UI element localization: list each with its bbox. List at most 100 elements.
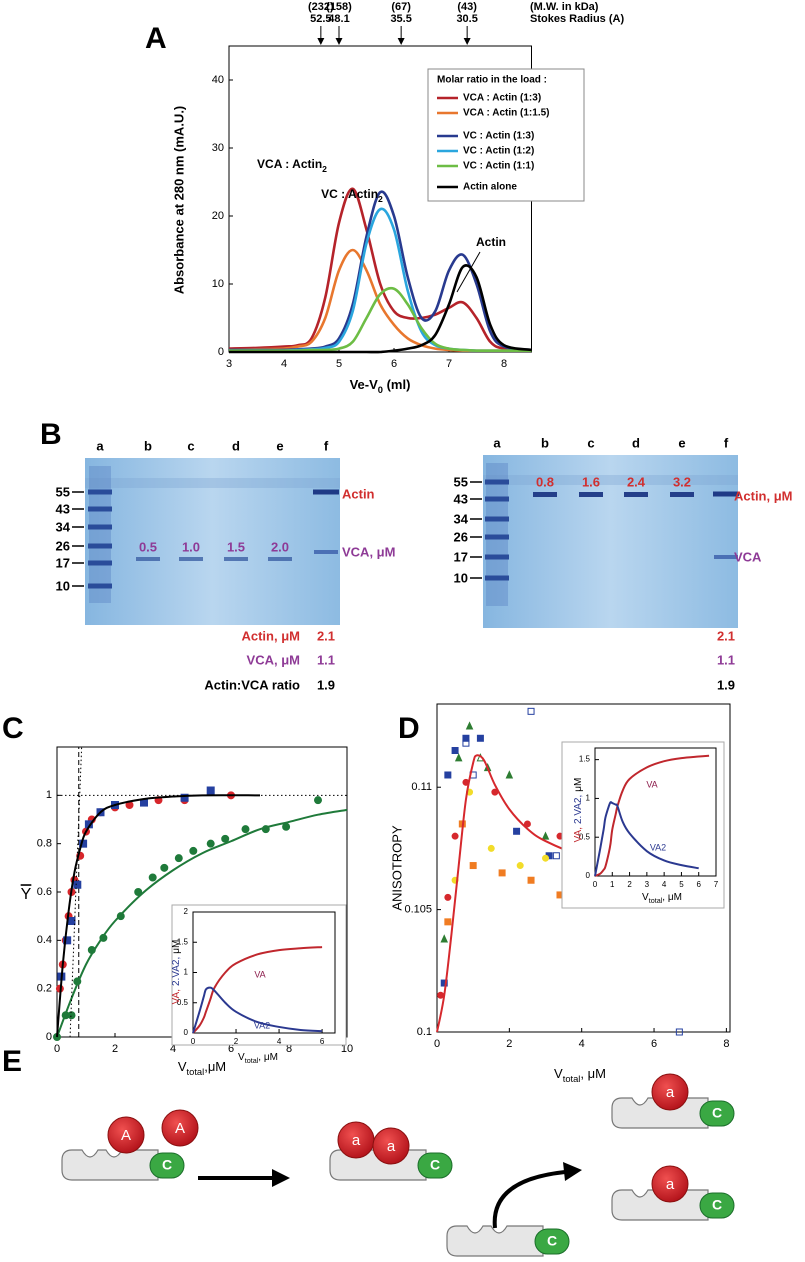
- point: [444, 771, 452, 779]
- panel-label: E: [2, 1045, 22, 1078]
- top-tick-head: [335, 38, 343, 45]
- x-tick-label: 2: [506, 1038, 512, 1050]
- point: [67, 917, 76, 925]
- band: [713, 491, 739, 497]
- point: [440, 979, 448, 987]
- ladder-band: [88, 560, 112, 566]
- series-line: [228, 187, 532, 352]
- series-line: [229, 286, 532, 352]
- x-axis-label-part: Ve-V: [350, 377, 379, 392]
- arrow: [492, 1170, 566, 1229]
- x-axis-label-part: (ml): [383, 377, 410, 392]
- annotation-part: VC : Actin: [321, 187, 378, 201]
- point: [675, 1028, 683, 1036]
- top-tick-head: [397, 38, 405, 45]
- annotation: VC : Actin2: [321, 187, 383, 204]
- point: [462, 739, 470, 747]
- x-tick-label: 0: [54, 1043, 60, 1055]
- annotation-part: VCA : Actin: [257, 157, 322, 171]
- annotation: VCA : Actin2: [257, 157, 327, 174]
- point: [487, 844, 495, 852]
- x-axis-label-part: total: [649, 896, 663, 905]
- point: [527, 876, 535, 884]
- y-tick-label: 10: [212, 278, 224, 290]
- ladder-band: [485, 554, 509, 560]
- y-tick-label: 0.6: [37, 886, 52, 898]
- band: [670, 492, 694, 497]
- concentration-label: 0.5: [139, 539, 157, 554]
- y-tick-label: 1.5: [579, 755, 591, 764]
- band: [313, 489, 339, 495]
- lane-label: f: [324, 438, 329, 453]
- series-line: [56, 808, 348, 1038]
- lane-label: e: [678, 435, 685, 450]
- x-tick-label: 4: [281, 358, 287, 370]
- point: [513, 827, 521, 835]
- point: [174, 854, 183, 863]
- plot-frame: [594, 747, 717, 877]
- top-tick-label: (67): [391, 1, 411, 13]
- actin: [651, 1165, 689, 1203]
- x-axis-label-part: 0: [378, 385, 383, 395]
- lane-label: a: [493, 435, 501, 450]
- x-tick-label: 0: [191, 1037, 196, 1046]
- point: [241, 825, 250, 834]
- x-axis-label: Vtotal, μM: [238, 1052, 278, 1066]
- x-axis-label-part: total: [187, 1067, 205, 1077]
- annotation-pointer: [456, 251, 481, 293]
- legend-label: VCA : Actin (1:1.5): [463, 108, 550, 119]
- arrow-head: [563, 1162, 582, 1181]
- band: [314, 550, 338, 554]
- x-tick-label: 2: [112, 1043, 118, 1055]
- legend-label: VC : Actin (1:3): [463, 131, 534, 142]
- ladder-band: [485, 516, 509, 522]
- band: [714, 555, 738, 559]
- ladder-label: 17: [454, 549, 468, 564]
- y-tick-label: 0.4: [37, 934, 52, 946]
- point: [206, 839, 215, 848]
- point: [282, 822, 291, 831]
- series-line: [228, 190, 532, 352]
- x-tick-label: 2: [234, 1037, 239, 1046]
- gel: [85, 458, 340, 625]
- x-tick-label: 2: [627, 880, 632, 889]
- series-line: [192, 946, 323, 1034]
- x-tick-label: 6: [651, 1038, 657, 1050]
- summary-value: 1.9: [317, 677, 335, 692]
- band-label: VCA, μM: [342, 544, 395, 559]
- y-axis-label: ANISOTROPY: [389, 825, 404, 911]
- y-tick-label: 0: [46, 1031, 52, 1043]
- y-tick-label: 0.5: [579, 832, 591, 841]
- y-tick-label: 0.5: [177, 998, 189, 1007]
- cap-label: C: [430, 1157, 440, 1173]
- ladder-band: [485, 534, 509, 540]
- x-axis-label-part: ,μM: [204, 1059, 226, 1074]
- gel-well-row: [483, 475, 738, 485]
- annotation: VA: [646, 779, 657, 789]
- band-label: VCA: [734, 549, 762, 564]
- y-axis-label: Absorbance at 280 nm (mA.U.): [171, 106, 186, 295]
- ladder-label: 34: [56, 519, 71, 534]
- ladder-band: [485, 575, 509, 581]
- x-tick-label: 6: [228, 1043, 234, 1055]
- concentration-label: 2.4: [627, 474, 646, 489]
- y-axis-label-part: 2.VA2,: [573, 795, 584, 824]
- y-axis-label-part: VA,: [573, 827, 584, 842]
- y-tick-label: 20: [212, 210, 224, 222]
- annotation: VA2: [650, 842, 666, 852]
- x-tick-label: 6: [696, 880, 701, 889]
- point: [440, 934, 449, 943]
- top-tick-label: 48.1: [328, 13, 349, 25]
- cap-label: C: [712, 1105, 722, 1121]
- x-axis-label-part: V: [178, 1059, 187, 1074]
- point: [542, 854, 550, 862]
- panel-label: C: [2, 712, 24, 745]
- y-axis-label: Y: [21, 886, 32, 903]
- actin: [372, 1127, 410, 1165]
- actin-label: a: [352, 1132, 361, 1149]
- panel-label: A: [145, 22, 167, 55]
- x-tick-label: 7: [714, 880, 719, 889]
- ladder-label: 55: [454, 474, 468, 489]
- actin-label: A: [121, 1127, 131, 1144]
- x-axis-label: Ve-V0 (ml): [350, 377, 411, 395]
